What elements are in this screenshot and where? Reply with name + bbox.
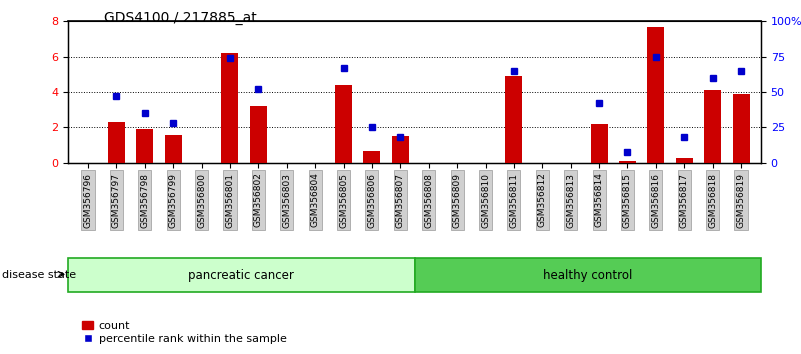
Bar — [108, 122, 125, 163]
Bar — [250, 106, 267, 163]
Bar — [647, 27, 664, 163]
Text: disease state: disease state — [2, 270, 76, 280]
Bar — [733, 94, 750, 163]
Bar — [165, 135, 182, 163]
Bar — [590, 124, 608, 163]
Text: pancreatic cancer: pancreatic cancer — [188, 269, 294, 282]
Legend: count, percentile rank within the sample: count, percentile rank within the sample — [78, 316, 291, 348]
Bar — [415, 258, 761, 292]
Bar — [505, 76, 522, 163]
Bar — [221, 53, 239, 163]
Bar — [619, 161, 636, 163]
Bar — [676, 158, 693, 163]
Bar — [364, 152, 380, 163]
Bar — [392, 136, 409, 163]
Bar — [68, 258, 415, 292]
Text: healthy control: healthy control — [543, 269, 633, 282]
Bar — [136, 129, 153, 163]
Bar — [704, 90, 721, 163]
Bar — [335, 85, 352, 163]
Text: GDS4100 / 217885_at: GDS4100 / 217885_at — [104, 11, 257, 25]
